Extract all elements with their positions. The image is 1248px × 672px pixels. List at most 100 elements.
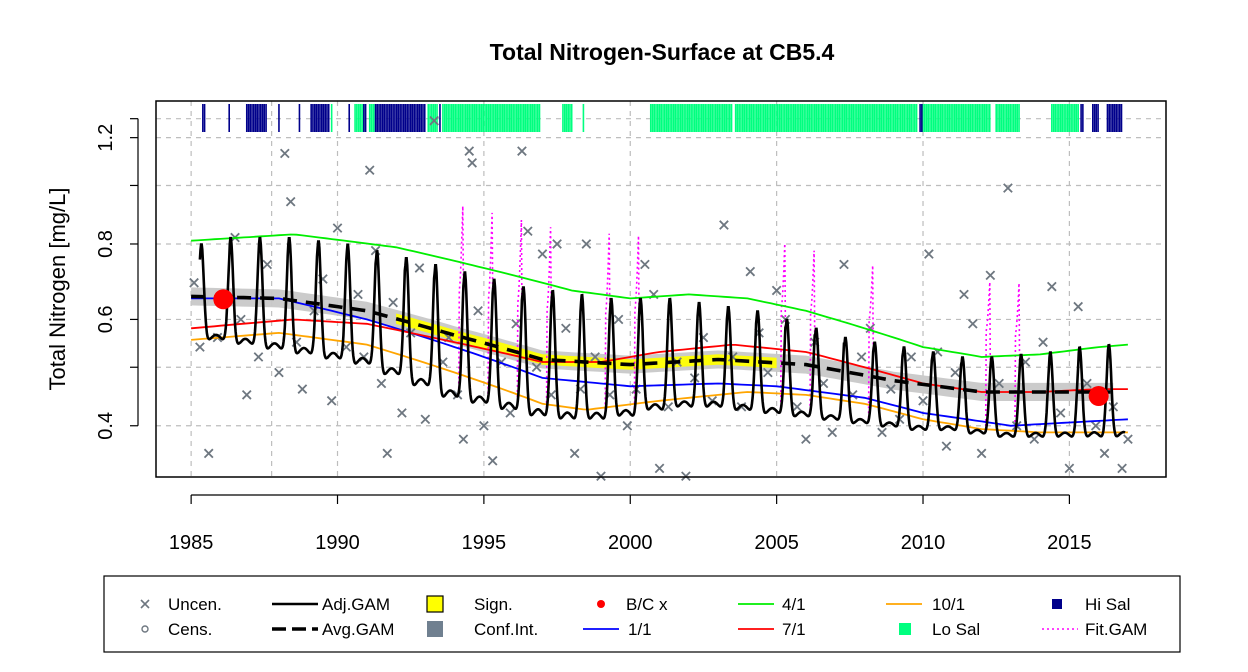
y-tick-label: 0.4 <box>95 412 117 440</box>
data-point-uncen <box>429 115 439 126</box>
data-point-uncen <box>420 414 431 425</box>
data-point-uncen <box>511 318 521 329</box>
data-point-stroke <box>467 158 478 168</box>
series-10-1 <box>191 331 1128 434</box>
data-point-stroke <box>959 289 969 300</box>
legend-label-uncen: Uncen. <box>168 595 222 614</box>
data-point-uncen <box>326 395 337 406</box>
data-point-stroke <box>382 448 393 459</box>
data-point-stroke <box>1046 281 1057 292</box>
data-point-uncen <box>262 259 273 270</box>
x-tick-label: 1985 <box>169 532 214 554</box>
data-point-stroke <box>1099 448 1110 459</box>
data-point-stroke <box>613 314 624 325</box>
data-point-uncen <box>1123 434 1133 445</box>
legend-symbol-lo_sal <box>899 623 911 635</box>
data-point-stroke <box>505 408 516 418</box>
data-point-uncen <box>253 352 264 362</box>
data-point-uncen <box>596 471 606 482</box>
data-point-stroke <box>414 263 425 273</box>
data-point-stroke <box>681 471 691 482</box>
data-point-stroke <box>663 401 674 412</box>
legend-label-conf_int: Conf.Int. <box>474 620 538 639</box>
legend-symbol-sign <box>426 595 444 613</box>
data-point-stroke <box>727 352 738 362</box>
data-point-stroke <box>763 367 773 378</box>
data-point-uncen <box>464 146 475 156</box>
data-point-stroke <box>839 259 849 270</box>
data-point-uncen <box>1064 463 1075 474</box>
legend-label-seven_one: 7/1 <box>782 620 806 639</box>
data-point-uncen <box>613 314 624 325</box>
y-tick-label: 1.2 <box>95 124 117 152</box>
data-point-stroke <box>364 165 375 176</box>
data-point-stroke <box>479 420 489 431</box>
data-point-stroke <box>1029 434 1040 445</box>
data-point-uncen <box>364 165 375 176</box>
data-point-uncen <box>654 463 665 474</box>
x-axis: 1985 1990 1995 2000 2005 2010 2015 <box>169 494 1092 554</box>
data-point-stroke <box>827 427 838 438</box>
data-point-stroke <box>429 115 439 126</box>
data-point-uncen <box>537 249 548 259</box>
data-point-uncen <box>479 420 489 431</box>
data-point-stroke <box>985 270 996 281</box>
legend-box <box>103 575 1181 653</box>
y-tick-label: 0.8 <box>95 230 117 258</box>
data-point-uncen <box>994 378 1004 389</box>
plot-frame <box>155 100 1167 478</box>
data-point-uncen <box>297 384 308 394</box>
adj-gam-line <box>198 236 1126 438</box>
data-point-uncen <box>388 297 398 308</box>
data-point-uncen <box>397 408 407 418</box>
y-axis: 0.4 0.6 0.8 1.2 <box>95 118 139 440</box>
data-point-uncen <box>1046 281 1057 292</box>
bc-markers <box>213 289 1109 407</box>
data-point-stroke <box>640 259 650 270</box>
data-point-stroke <box>719 220 729 230</box>
data-point-stroke <box>856 352 867 362</box>
data-point-uncen <box>1082 378 1092 389</box>
data-point-stroke <box>877 427 887 438</box>
data-point-uncen <box>376 378 387 389</box>
legend-label-bc: B/C x <box>626 595 668 614</box>
data-point-stroke <box>801 434 811 445</box>
data-point-stroke <box>941 441 952 452</box>
data-point-stroke <box>487 455 498 466</box>
legend-label-sign: Sign. <box>474 595 513 614</box>
data-point-uncen <box>827 427 838 438</box>
data-point-stroke <box>253 352 264 362</box>
data-point-uncen <box>906 352 917 362</box>
data-point-uncen <box>473 305 483 316</box>
data-point-uncen <box>285 196 296 207</box>
x-tick-label: 2005 <box>754 532 799 554</box>
data-point-uncen <box>745 266 756 277</box>
avg-gam-series <box>191 294 1111 394</box>
data-point-stroke <box>517 146 527 156</box>
bc-marker <box>213 289 234 310</box>
data-point-uncen <box>1055 408 1066 418</box>
data-point-uncen <box>414 263 425 273</box>
data-point-stroke <box>906 352 917 362</box>
data-point-uncen <box>274 367 284 378</box>
data-point-uncen <box>1003 183 1013 193</box>
legend-symbol-stroke <box>140 599 150 609</box>
data-point-uncen <box>517 146 527 156</box>
data-point-stroke <box>241 390 252 400</box>
data-point-uncen <box>505 408 516 418</box>
data-point-stroke <box>397 408 407 418</box>
data-point-uncen <box>1090 420 1101 431</box>
data-point-uncen <box>856 352 867 362</box>
data-point-stroke <box>189 277 199 288</box>
data-point-uncen <box>967 318 978 329</box>
data-point-uncen <box>801 434 811 445</box>
x-tick-label: 2010 <box>901 532 946 554</box>
data-point-uncen <box>885 384 896 394</box>
legend-symbol-hi_sal <box>1052 599 1062 609</box>
data-point-stroke <box>522 226 533 237</box>
data-point-uncen <box>458 434 469 445</box>
data-point-stroke <box>792 401 802 412</box>
data-point-stroke <box>420 414 431 425</box>
data-point-stroke <box>1082 378 1092 389</box>
